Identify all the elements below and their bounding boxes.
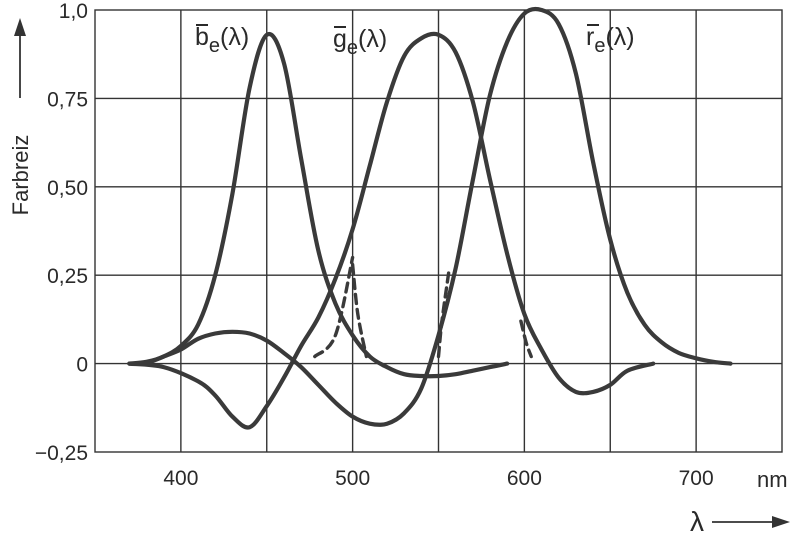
x-tick-label: 400 <box>163 467 198 490</box>
series-label-g: ge(λ) <box>333 25 387 59</box>
x-axis-unit: nm <box>757 467 788 492</box>
y-tick-label: 0 <box>76 354 88 377</box>
x-axis-title: λ <box>690 506 704 537</box>
x-tick-label: 700 <box>679 467 714 490</box>
tick-labels: 400 500 600 700 −0,25 0 0,25 0,50 0,75 1,0 <box>35 0 714 490</box>
y-tick-label: 0,75 <box>47 88 88 111</box>
y-tick-label: 0,25 <box>47 265 88 288</box>
x-tick-label: 600 <box>507 467 542 490</box>
curves <box>127 6 733 430</box>
series-label-r: re(λ) <box>586 23 635 57</box>
series-labels: be(λ) ge(λ) re(λ) <box>195 23 635 59</box>
series-line-b <box>127 31 510 379</box>
svg-text:ge(λ): ge(λ) <box>333 25 387 59</box>
x-tick-label: 500 <box>335 467 370 490</box>
x-axis-arrow <box>712 516 790 528</box>
dashed-segment <box>436 270 451 359</box>
svg-text:re(λ): re(λ) <box>586 23 635 57</box>
dashed-segment <box>313 255 355 359</box>
y-tick-label: 0,50 <box>47 177 88 200</box>
y-axis-arrow <box>14 18 26 98</box>
svg-text:be(λ): be(λ) <box>195 23 249 57</box>
series-label-b: be(λ) <box>195 23 249 57</box>
y-tick-label: 1,0 <box>59 0 88 23</box>
series-line-g <box>127 31 656 430</box>
y-tick-label: −0,25 <box>35 442 88 465</box>
y-axis-title: Farbreiz <box>8 135 33 216</box>
series-line-r <box>144 6 733 427</box>
dashed-segment <box>519 319 533 359</box>
grid <box>94 9 783 453</box>
dashed-segment <box>350 262 369 359</box>
